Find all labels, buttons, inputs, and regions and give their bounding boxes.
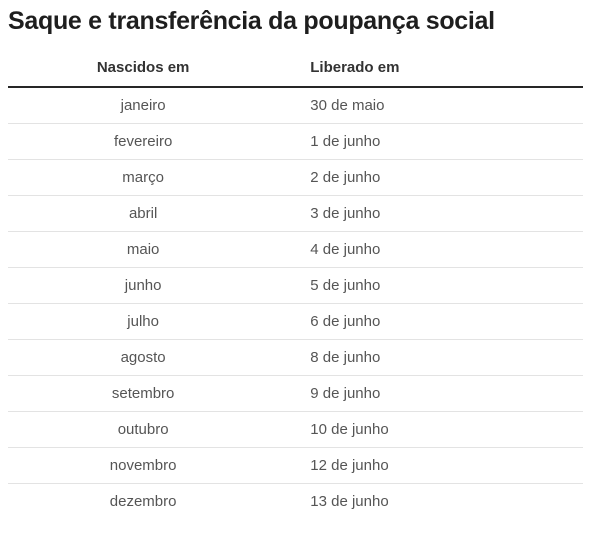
header-row: Nascidos em Liberado em [8,52,583,88]
table-row: janeiro 30 de maio [8,87,583,124]
release-date-cell: 13 de junho [278,483,583,519]
table-header: Nascidos em Liberado em [8,52,583,88]
table-row: abril 3 de junho [8,195,583,232]
table-row: setembro 9 de junho [8,375,583,412]
release-date-cell: 3 de junho [278,195,583,232]
birth-month-cell: junho [8,267,279,304]
release-date-cell: 8 de junho [278,339,583,376]
release-date-cell: 5 de junho [278,267,583,304]
table-row: junho 5 de junho [8,267,583,304]
release-date-cell: 2 de junho [278,159,583,196]
birth-month-cell: janeiro [120,97,166,114]
table-row: fevereiro 1 de junho [8,123,583,160]
birth-month-cell: maio [8,231,279,268]
table-row: outubro 10 de junho [8,411,583,448]
table-row: dezembro 13 de junho [8,483,583,519]
birth-month-cell: novembro [8,447,279,484]
table-row: março 2 de junho [8,159,583,196]
birth-month-cell: setembro [8,375,279,412]
table-row: maio 4 de junho [8,231,583,268]
birth-month-cell: fevereiro [8,123,279,160]
table-row: julho 6 de junho [8,303,583,340]
table-row: novembro 12 de junho [8,447,583,484]
release-date-cell: 12 de junho [278,447,583,484]
birth-month-cell: outubro [8,411,279,448]
page-title: Saque e transferência da poupança social [8,7,495,35]
release-date-cell: 10 de junho [278,411,583,448]
table-body: janeiro 30 de maio fevereiro 1 de junho … [8,87,583,519]
release-date-cell: 1 de junho [278,123,583,160]
savings-release-table: Nascidos em Liberado em janeiro 30 de ma… [8,52,583,519]
birth-month-cell: julho [8,303,279,340]
release-date-cell: 6 de junho [278,303,583,340]
birth-month-cell: agosto [8,339,279,376]
column-header-birth-month: Nascidos em [8,52,279,88]
release-date-cell: 9 de junho [278,375,583,412]
release-date-cell: 30 de maio [310,97,385,114]
birth-month-cell: março [8,159,279,196]
savings-release-table-container: Nascidos em Liberado em janeiro 30 de ma… [8,52,583,519]
birth-month-cell: dezembro [8,483,279,519]
release-date-cell: 4 de junho [278,231,583,268]
table-row: agosto 8 de junho [8,339,583,376]
birth-month-cell: abril [8,195,279,232]
column-header-release-date: Liberado em [278,52,583,88]
